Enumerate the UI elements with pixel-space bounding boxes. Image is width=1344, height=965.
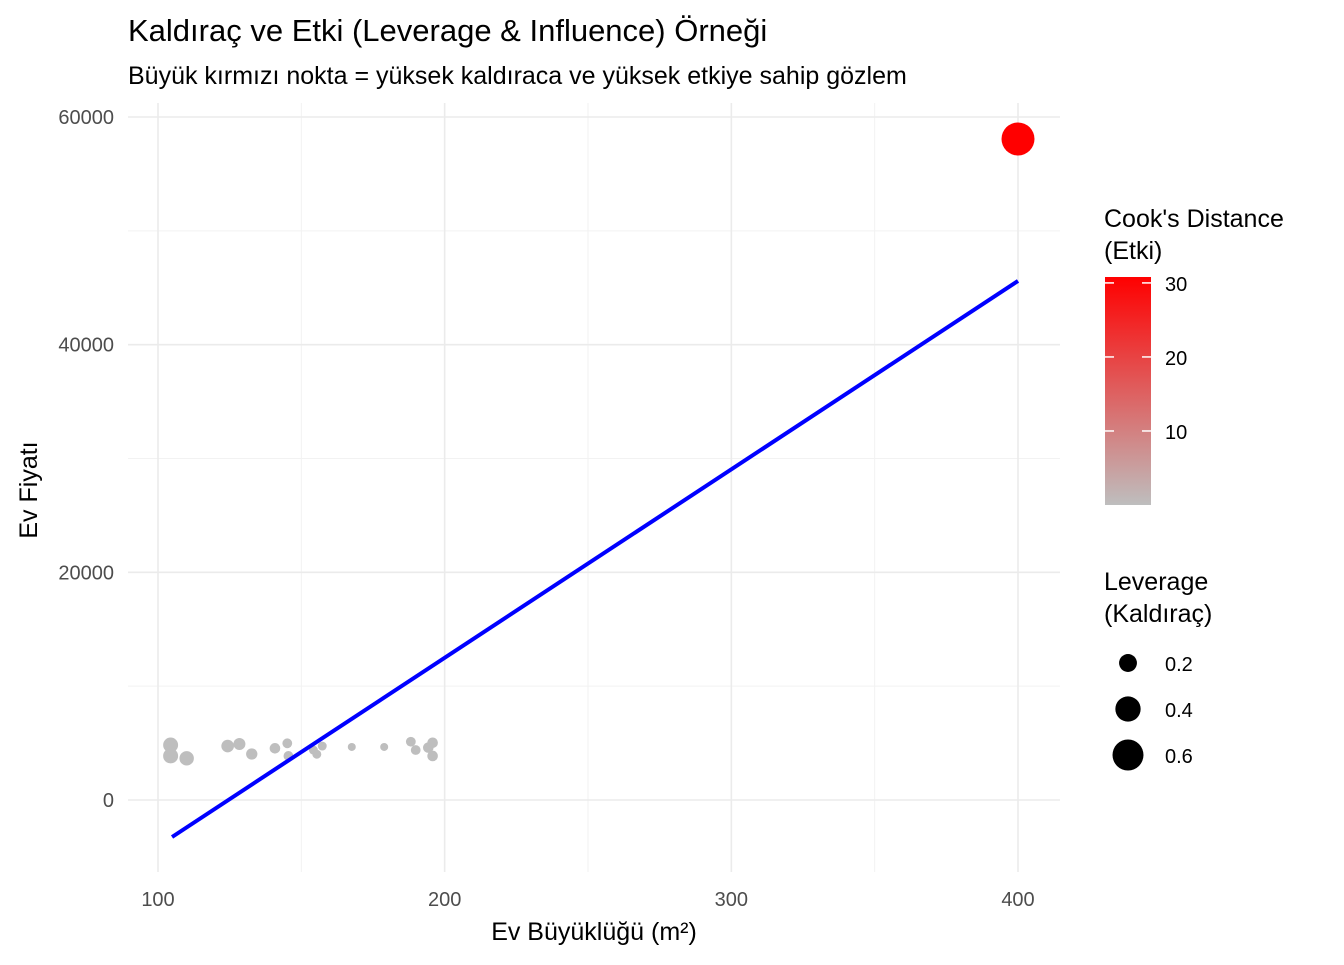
size-legend-label: 0.4 <box>1165 700 1193 722</box>
data-point <box>405 736 416 747</box>
size-legend-key <box>1115 696 1141 722</box>
data-point <box>347 742 356 751</box>
y-tick-label: 20000 <box>58 562 114 584</box>
y-axis-label: Ev Fiyatı <box>15 441 43 538</box>
data-point <box>221 739 234 753</box>
data-point <box>163 737 179 753</box>
color-legend-label: 20 <box>1165 348 1187 370</box>
size-legend-label: 0.6 <box>1165 746 1193 768</box>
x-tick-label: 200 <box>428 889 461 911</box>
data-point <box>410 745 421 755</box>
size-legend: Leverage (Kaldıraç) 0.2 0.4 0.6 <box>1104 568 1212 771</box>
data-point <box>380 742 389 751</box>
data-point <box>233 737 246 750</box>
data-point <box>427 750 438 762</box>
color-legend-label: 10 <box>1165 422 1187 444</box>
color-legend-label: 30 <box>1165 274 1187 296</box>
data-point <box>179 751 194 766</box>
data-point <box>317 741 327 751</box>
color-bar <box>1105 277 1151 505</box>
data-point <box>246 748 258 760</box>
color-legend: Cook's Distance (Etki) 10 20 30 <box>1104 205 1284 505</box>
color-legend-title-2: (Etki) <box>1104 237 1162 265</box>
x-tick-label: 300 <box>715 889 748 911</box>
data-point <box>423 742 434 753</box>
size-legend-label: 0.2 <box>1165 654 1193 676</box>
regression-line <box>170 279 1020 839</box>
size-legend-title-1: Leverage <box>1104 568 1208 596</box>
data-point <box>282 738 293 749</box>
data-point <box>269 743 281 754</box>
x-axis-label: Ev Büyüklüğü (m²) <box>491 918 697 946</box>
chart-title: Kaldıraç ve Etki (Leverage & Influence) … <box>128 13 767 48</box>
influential-point <box>1001 122 1035 156</box>
size-legend-key <box>1119 654 1137 672</box>
size-legend-title-2: (Kaldıraç) <box>1104 600 1212 628</box>
y-tick-label: 60000 <box>58 107 114 129</box>
x-tick-label: 100 <box>141 889 174 911</box>
data-point <box>312 749 322 759</box>
y-tick-label: 0 <box>103 790 114 812</box>
y-tick-label: 40000 <box>58 335 114 357</box>
x-tick-label: 400 <box>1001 889 1034 911</box>
size-legend-key <box>1112 739 1144 771</box>
chart-subtitle: Büyük kırmızı nokta = yüksek kaldıraca v… <box>128 62 907 90</box>
data-point <box>163 748 179 764</box>
color-legend-title-1: Cook's Distance <box>1104 205 1284 233</box>
